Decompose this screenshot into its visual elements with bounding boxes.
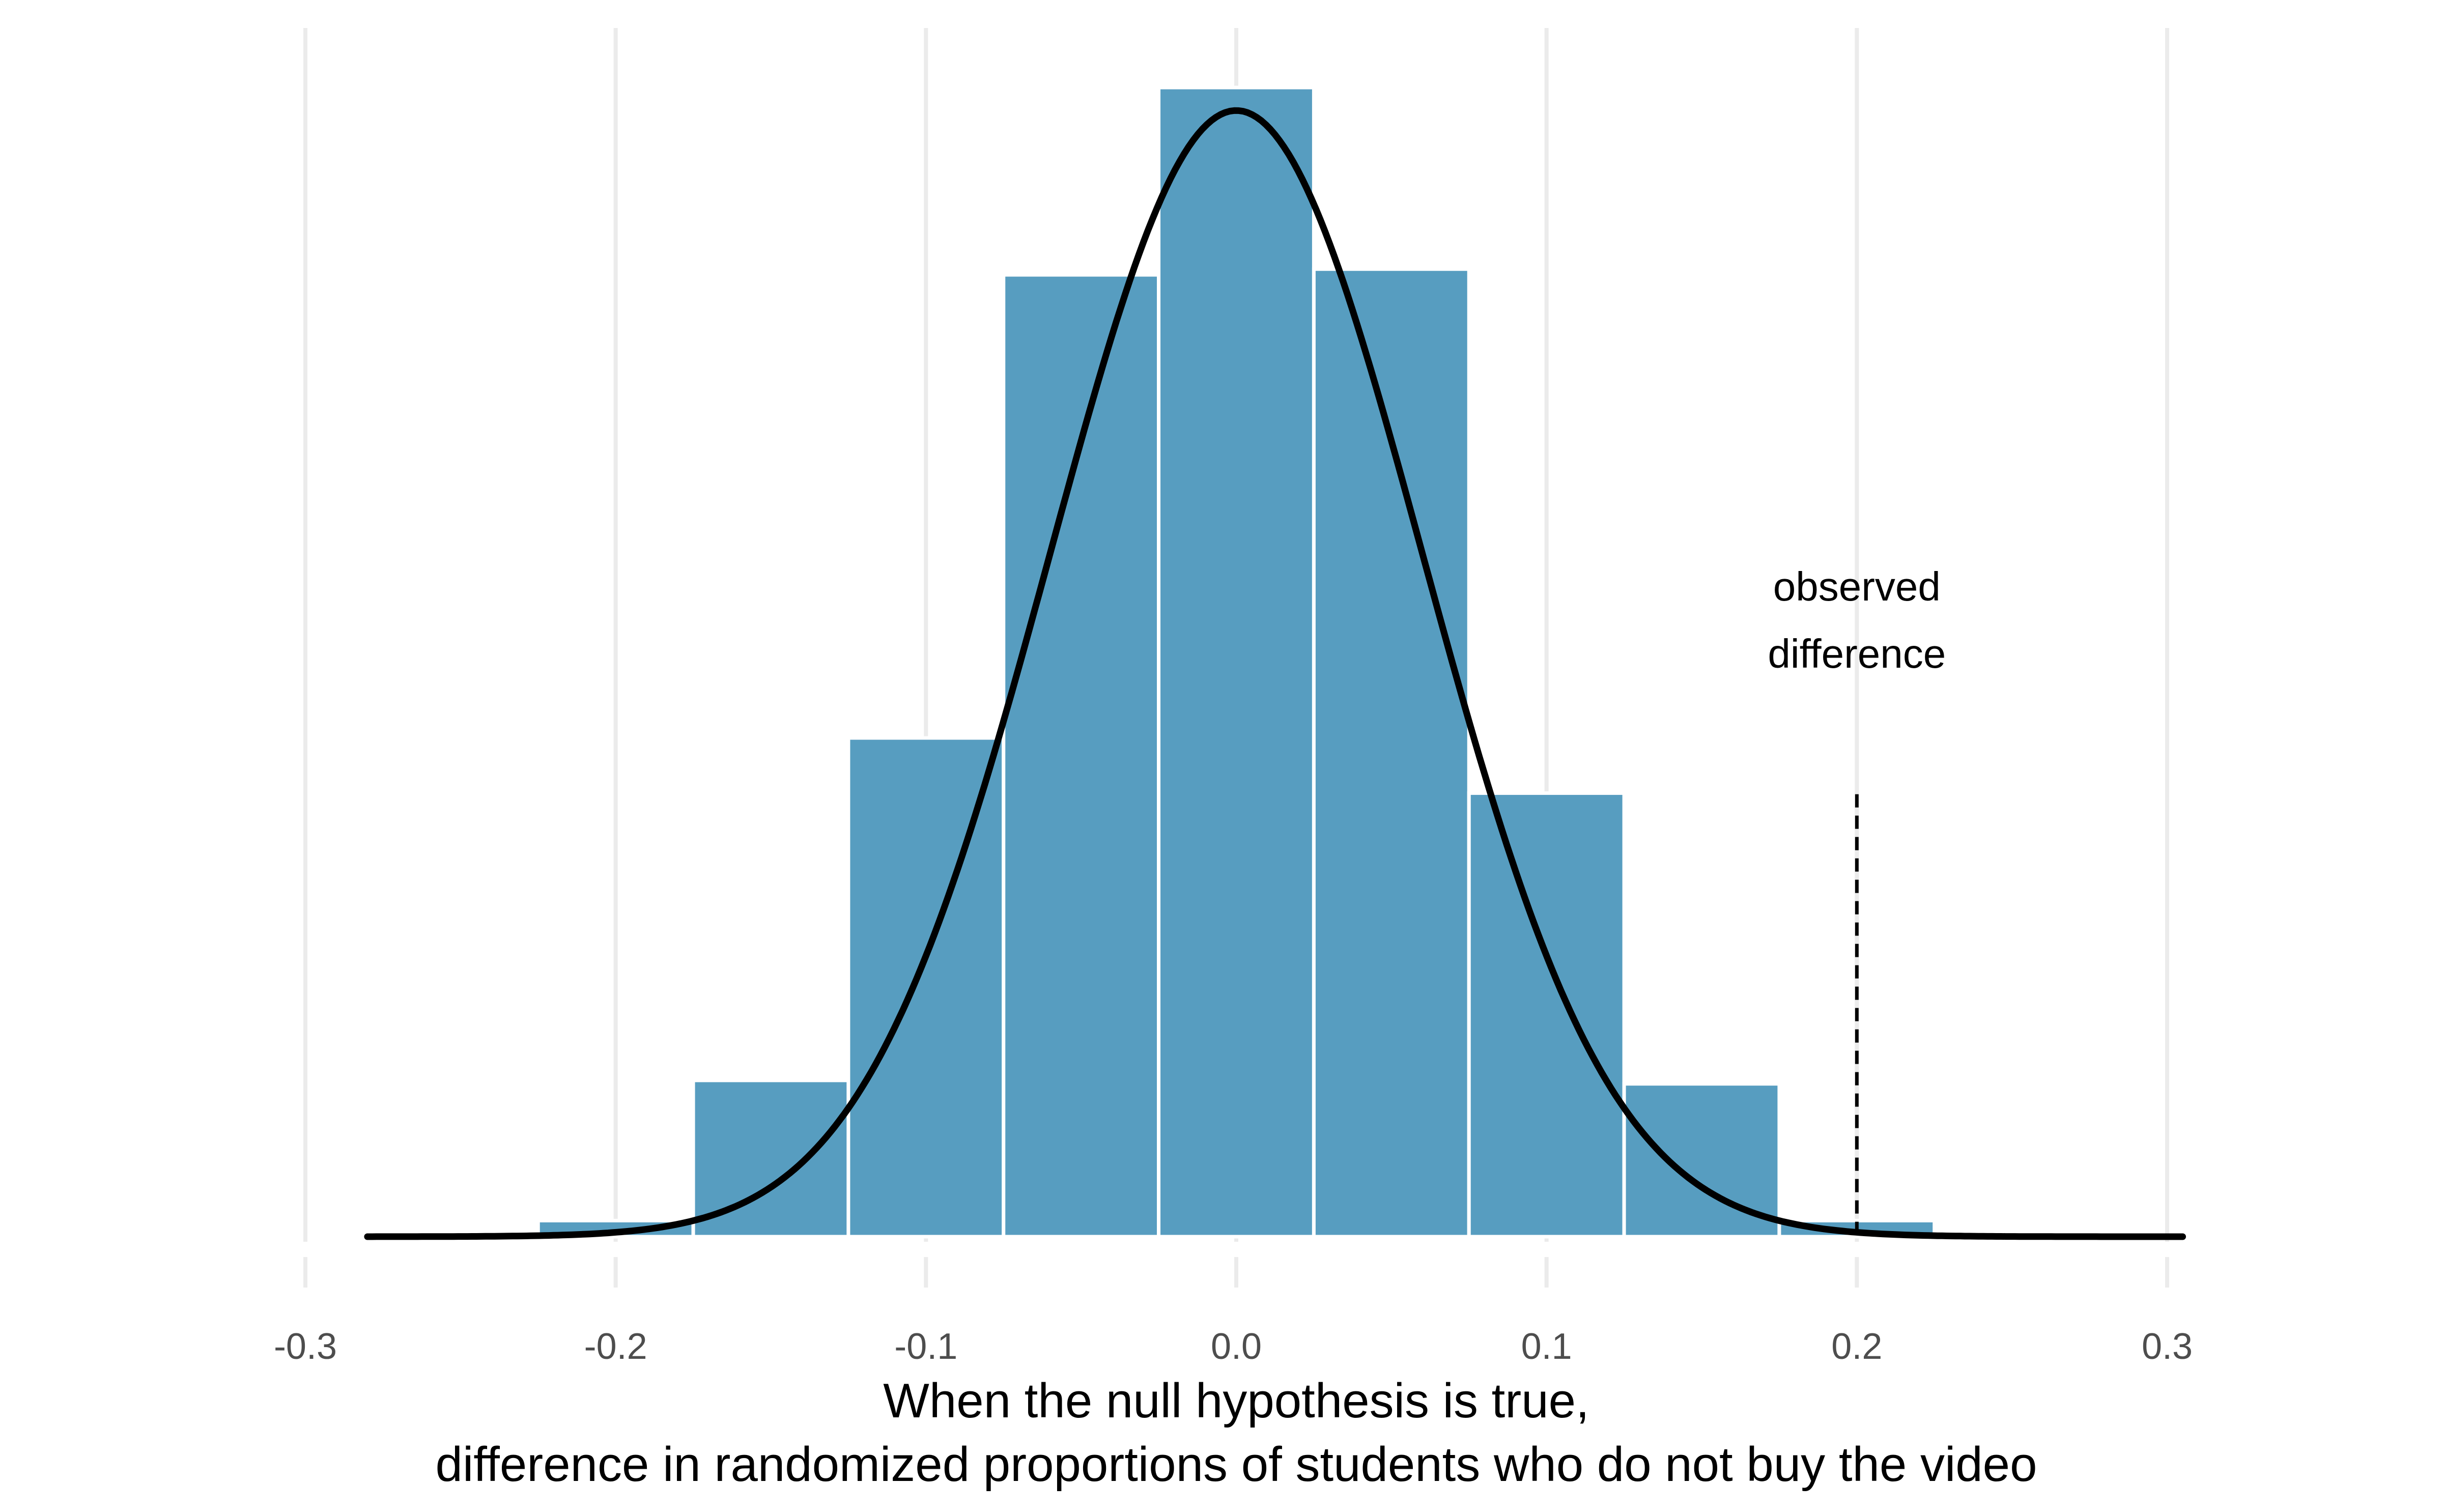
x-axis-title: When the null hypothesis is true, differe… [436, 1374, 2037, 1492]
histogram-bar-7 [1467, 791, 1626, 1239]
annotation-line-1: difference [1768, 631, 1946, 676]
histogram-bar-4 [1002, 273, 1161, 1239]
curve-layer [364, 107, 2186, 1240]
x-axis-title-line-0: When the null hypothesis is true, [883, 1374, 1589, 1428]
histogram-bar-5 [1157, 85, 1316, 1239]
x-tick-label-2: -0.1 [894, 1326, 957, 1367]
annotation-line-0: observed [1773, 564, 1941, 609]
x-axis-title-line-1: difference in randomized proportions of … [436, 1437, 2037, 1492]
x-tick-label-3: 0.0 [1211, 1326, 1262, 1367]
histogram-bar-6 [1312, 267, 1471, 1239]
x-tick-label-5: 0.2 [1831, 1326, 1882, 1367]
histogram-bar-8 [1622, 1082, 1781, 1239]
x-tick-label-1: -0.2 [584, 1326, 647, 1367]
bars-layer [381, 85, 2092, 1239]
x-tick-label-6: 0.3 [2142, 1326, 2193, 1367]
annotation-layer: observed difference [1768, 564, 1946, 676]
normal-curve [364, 107, 2186, 1240]
histogram-bar-3 [846, 736, 1006, 1239]
x-tick-label-4: 0.1 [1521, 1326, 1572, 1367]
x-tick-labels: -0.3 -0.2 -0.1 0.0 0.1 0.2 0.3 [274, 1326, 2193, 1367]
x-tick-label-0: -0.3 [274, 1326, 337, 1367]
